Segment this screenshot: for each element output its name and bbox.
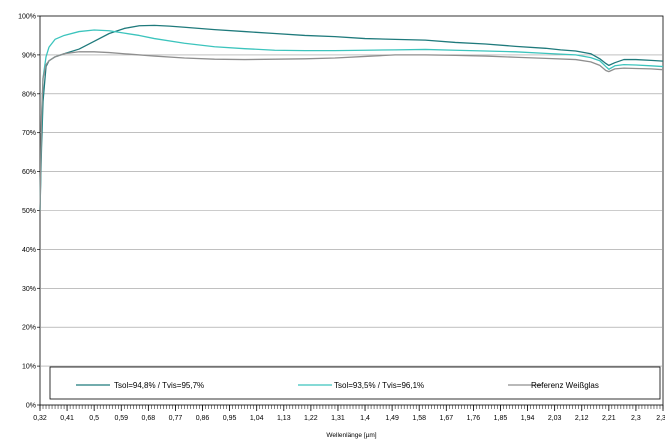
grid-layer: [39, 15, 664, 406]
x-tick-label: 1,58: [412, 415, 426, 422]
series-line-2: [39, 29, 664, 211]
x-tick-label: 1,49: [385, 415, 399, 422]
y-tick-label: 40%: [22, 247, 36, 254]
y-tick-label: 70%: [22, 130, 36, 137]
y-axis: 0% 10% 20% 30% 40% 50% 60% 70% 80% 90% 100%: [18, 14, 40, 410]
x-tick-label: 0,77: [169, 415, 183, 422]
x-tick-label: 1,4: [360, 415, 370, 422]
x-tick-label: 1,85: [494, 415, 508, 422]
legend: Tsol=94,8% / Tvis=95,7% Tsol=93,5% / Tvis…: [49, 366, 661, 400]
x-tick-label: 1,94: [521, 415, 535, 422]
series-layer: [39, 24, 664, 211]
x-tick-label: 1,76: [467, 415, 481, 422]
x-tick-label: 1,22: [304, 415, 318, 422]
y-tick-label: 0%: [26, 403, 36, 410]
x-tick-label: 0,95: [223, 415, 237, 422]
x-tick-label: 1,31: [331, 415, 345, 422]
x-tick-label: 0,68: [142, 415, 156, 422]
y-tick-label: 30%: [22, 286, 36, 293]
legend-label-1: Tsol=94,8% / Tvis=95,7%: [114, 381, 204, 390]
y-tick-label: 60%: [22, 169, 36, 176]
series-line-3: [39, 51, 664, 211]
x-tick-label: 0,86: [196, 415, 210, 422]
x-tick-label: 2,3: [631, 415, 641, 422]
x-axis: 0,32 0,41 0,5 0,59 0,68 0,77 0,86 0,95 1,04 1,13 1…: [33, 405, 665, 422]
x-tick-label: 0,59: [114, 415, 128, 422]
x-tick-label: 2,03: [548, 415, 562, 422]
y-tick-label: 80%: [22, 91, 36, 98]
x-tick-label: 2,12: [575, 415, 589, 422]
y-tick-label: 50%: [22, 208, 36, 215]
y-tick-label: 100%: [18, 14, 36, 21]
x-tick-label: 1,67: [439, 415, 453, 422]
series-line-1: [39, 24, 664, 211]
y-tick-label: 20%: [22, 325, 36, 332]
x-tick-label: 1,04: [250, 415, 264, 422]
x-tick-label: 0,32: [33, 415, 47, 422]
y-tick-label: 90%: [22, 52, 36, 59]
legend-box: [49, 366, 661, 400]
x-axis-title: Wellenlänge [µm]: [326, 432, 376, 439]
x-tick-label: 2,21: [602, 415, 616, 422]
legend-label-2: Tsol=93,5% / Tvis=96,1%: [334, 381, 424, 390]
x-tick-label: 1,13: [277, 415, 291, 422]
x-tick-label: 0,41: [60, 415, 74, 422]
y-tick-label: 10%: [22, 364, 36, 371]
x-tick-label: 0,5: [89, 415, 99, 422]
legend-label-3: Referenz Weißglas: [531, 381, 599, 390]
x-tick-label: 2,39: [656, 415, 665, 422]
